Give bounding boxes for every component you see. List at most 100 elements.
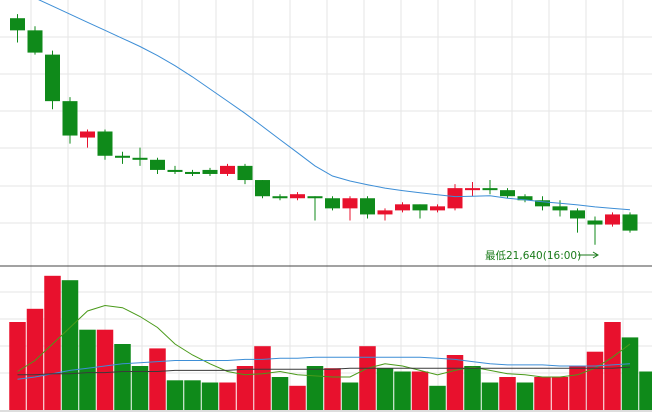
candle-body: [45, 54, 60, 102]
candle-body: [115, 155, 130, 158]
candle: [360, 196, 375, 219]
candle: [412, 204, 428, 219]
candle-body: [605, 214, 620, 225]
candle-body: [430, 206, 445, 211]
volume-bar: [96, 329, 114, 410]
candle: [307, 196, 323, 221]
candle-body: [97, 131, 113, 156]
candle-body: [622, 214, 638, 231]
candle: [237, 163, 253, 185]
volume-bar: [166, 380, 184, 410]
candle-body: [552, 206, 568, 211]
candle-body: [395, 204, 410, 211]
volume-bar: [26, 308, 44, 410]
volume-bar: [271, 377, 289, 410]
volume-bar: [306, 366, 324, 410]
volume-bar: [131, 366, 149, 410]
volume-bar: [61, 280, 79, 410]
candle: [97, 129, 113, 160]
candle: [605, 212, 620, 227]
volume-bar: [411, 371, 429, 410]
price-moving-average-line: [38, 0, 631, 211]
candle-body: [237, 165, 253, 181]
candle-body: [570, 210, 585, 219]
volume-bar: [44, 275, 61, 410]
volume-bar: [551, 377, 569, 410]
volume-panel: [9, 275, 652, 410]
volume-bar: [639, 371, 652, 410]
candle-body: [517, 196, 533, 201]
volume-bar: [359, 346, 376, 410]
candle-body: [412, 204, 428, 211]
candle-body: [307, 196, 323, 199]
candle-body: [465, 188, 480, 191]
panel-divider: [0, 265, 652, 412]
candle: [395, 202, 410, 213]
volume-bar: [429, 385, 446, 410]
candle: [517, 194, 533, 203]
volume-bar: [324, 368, 341, 410]
volume-bar: [621, 337, 639, 410]
volume-bar: [534, 377, 551, 410]
candle: [535, 196, 550, 211]
candle-body: [290, 194, 305, 199]
candle: [377, 208, 393, 221]
candle-body: [447, 188, 463, 209]
candle-body: [500, 190, 515, 197]
candle-body: [150, 159, 165, 170]
candle-body: [587, 220, 603, 225]
candle-body: [220, 165, 235, 174]
low-price-annotation-label: 最低21,640(16:00): [485, 249, 581, 262]
candle: [10, 14, 25, 43]
volume-bar: [254, 346, 271, 410]
candle-body: [62, 101, 78, 136]
candle-body: [10, 18, 25, 31]
candle-body: [132, 157, 148, 160]
volume-bar: [9, 322, 26, 410]
candle: [272, 194, 288, 201]
volume-bar: [184, 380, 201, 410]
volume-bar: [569, 366, 586, 410]
volume-bar: [376, 368, 394, 410]
candle-body: [342, 198, 358, 209]
volume-bar: [341, 382, 359, 410]
volume-bar: [394, 371, 411, 410]
candle: [185, 169, 200, 176]
candle: [220, 163, 235, 176]
candle-body: [482, 188, 498, 191]
volume-bar: [499, 377, 516, 410]
candle-body: [325, 198, 340, 209]
candle: [325, 196, 340, 211]
candle-body: [202, 169, 218, 174]
price-panel: [10, 0, 638, 245]
volume-bar: [201, 382, 219, 410]
candle-body: [185, 171, 200, 174]
volume-bar: [289, 385, 306, 410]
candle: [45, 50, 60, 110]
volume-bar: [464, 366, 481, 410]
volume-moving-average-line: [17, 304, 631, 378]
annotation-arrow-head: [592, 251, 599, 259]
candle-body: [255, 180, 270, 197]
candle-body: [272, 196, 288, 199]
volume-bar: [481, 382, 499, 410]
candle: [132, 147, 148, 166]
volume-moving-average-line: [17, 356, 631, 380]
candle: [465, 182, 480, 197]
candle-body: [80, 131, 95, 138]
volume-moving-average-line: [17, 366, 631, 376]
volume-bar: [516, 382, 534, 410]
volume-bar: [604, 322, 621, 410]
candle: [290, 192, 305, 201]
candle: [115, 151, 130, 164]
volume-bar: [114, 344, 131, 410]
volume-bar: [79, 329, 96, 410]
candle: [62, 97, 78, 144]
candle-body: [27, 30, 43, 53]
volume-bar: [586, 351, 604, 410]
candle: [482, 180, 498, 195]
candle: [570, 208, 585, 233]
candle-body: [535, 200, 550, 207]
